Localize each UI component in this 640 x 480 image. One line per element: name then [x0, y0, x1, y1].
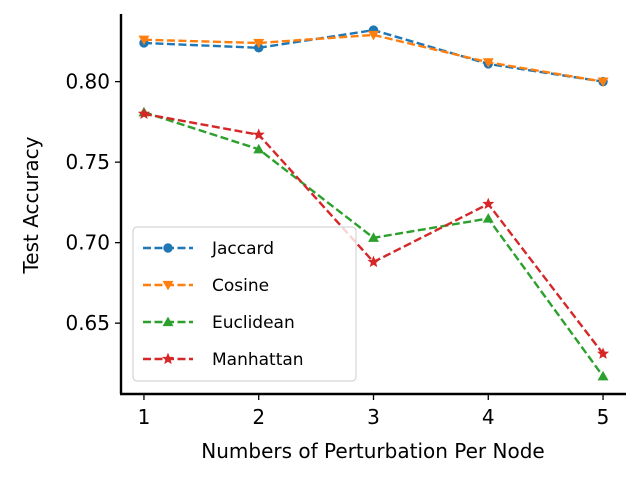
legend-marker-jaccard [163, 243, 173, 253]
data-point-manhattan [252, 128, 265, 140]
data-point-euclidean [482, 213, 494, 223]
data-point-manhattan [367, 255, 380, 268]
legend-marker-euclidean [162, 316, 174, 327]
data-point-cosine [482, 58, 494, 68]
series-line-cosine [143, 33, 604, 83]
data-point-cosine [597, 77, 609, 88]
legend: Jaccard Cosine Euclidean Manhattan [132, 226, 357, 382]
x-tick-label: 5 [597, 405, 610, 429]
series-cosine [138, 30, 609, 88]
legend-entry-manhattan: Manhattan [143, 350, 304, 370]
data-point-manhattan [482, 197, 495, 210]
x-axis-ticks: 1 2 3 4 5 [138, 394, 610, 429]
legend-label-manhattan: Manhattan [212, 350, 304, 370]
x-tick-label: 3 [367, 405, 380, 429]
legend-entry-jaccard: Jaccard [143, 239, 274, 259]
data-point-cosine [368, 30, 379, 41]
x-tick-label: 2 [252, 405, 265, 429]
legend-entry-euclidean: Euclidean [143, 313, 295, 333]
series-layer [137, 25, 610, 381]
y-tick-label: 0.75 [65, 150, 110, 174]
data-point-manhattan [597, 347, 610, 359]
y-tick-label: 0.70 [65, 231, 110, 255]
legend-frame [132, 226, 357, 382]
y-tick-label: 0.80 [65, 70, 110, 94]
legend-entry-cosine: Cosine [143, 276, 269, 296]
data-point-cosine [138, 35, 150, 46]
x-axis-label: Numbers of Perturbation Per Node [201, 439, 544, 463]
y-axis-label: Test Accuracy [19, 136, 43, 274]
data-point-euclidean [597, 370, 609, 381]
x-tick-label: 1 [138, 405, 151, 429]
legend-label-cosine: Cosine [212, 276, 269, 296]
legend-label-euclidean: Euclidean [212, 313, 295, 333]
x-tick-label: 4 [482, 405, 495, 429]
data-point-euclidean [253, 143, 265, 154]
y-axis-ticks: 0.65 0.70 0.75 0.80 [65, 70, 121, 335]
data-point-cosine [253, 38, 265, 49]
data-point-manhattan [137, 107, 150, 119]
plot-area: 1 2 3 4 5 0.65 0.70 0.75 0.80 [65, 14, 626, 429]
data-point-euclidean [368, 232, 379, 242]
y-tick-label: 0.65 [65, 311, 110, 335]
legend-marker-cosine [162, 280, 174, 291]
legend-label-jaccard: Jaccard [211, 239, 274, 259]
series-manhattan [137, 107, 610, 359]
legend-marker-manhattan [161, 352, 175, 365]
